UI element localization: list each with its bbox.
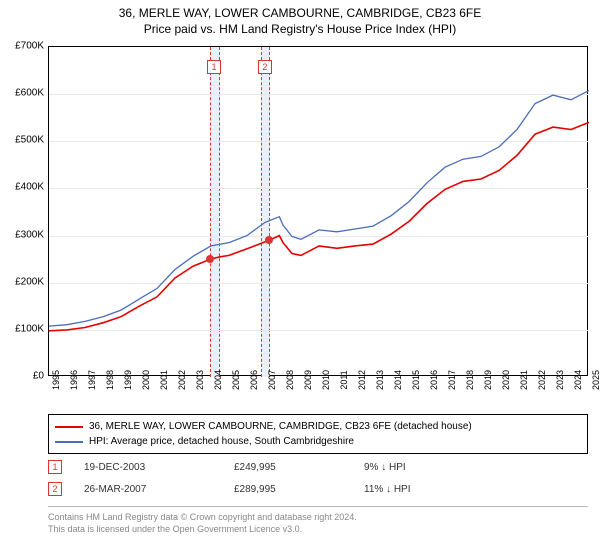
x-tick-label: 2020 — [501, 370, 511, 390]
legend-item-hpi: HPI: Average price, detached house, Sout… — [55, 434, 581, 449]
x-tick-label: 2019 — [483, 370, 493, 390]
x-tick-label: 1997 — [87, 370, 97, 390]
legend-label: HPI: Average price, detached house, Sout… — [89, 434, 354, 449]
transaction-marker-icon: 1 — [48, 460, 62, 474]
legend-swatch — [55, 441, 83, 443]
x-tick-label: 2000 — [141, 370, 151, 390]
legend-swatch — [55, 426, 83, 428]
y-tick-label: £600K — [15, 88, 44, 99]
x-tick-label: 2015 — [411, 370, 421, 390]
legend-item-price-paid: 36, MERLE WAY, LOWER CAMBOURNE, CAMBRIDG… — [55, 419, 581, 434]
transaction-price: £289,995 — [234, 484, 364, 495]
x-tick-label: 2014 — [393, 370, 403, 390]
x-tick-label: 2008 — [285, 370, 295, 390]
x-tick-label: 2006 — [249, 370, 259, 390]
x-tick-label: 2022 — [537, 370, 547, 390]
x-tick-label: 2013 — [375, 370, 385, 390]
footnote: Contains HM Land Registry data © Crown c… — [48, 506, 588, 535]
y-tick-label: £300K — [15, 229, 44, 240]
transaction-date: 26-MAR-2007 — [84, 484, 234, 495]
sale-marker-label: 2 — [258, 60, 272, 74]
x-tick-label: 2018 — [465, 370, 475, 390]
x-tick-label: 2021 — [519, 370, 529, 390]
footnote-line: Contains HM Land Registry data © Crown c… — [48, 511, 588, 523]
x-tick-label: 2024 — [573, 370, 583, 390]
footnote-line: This data is licensed under the Open Gov… — [48, 523, 588, 535]
x-tick-label: 1999 — [123, 370, 133, 390]
x-tick-label: 2017 — [447, 370, 457, 390]
x-tick-label: 2002 — [177, 370, 187, 390]
x-tick-label: 2007 — [267, 370, 277, 390]
x-tick-label: 2005 — [231, 370, 241, 390]
y-tick-label: £100K — [15, 323, 44, 334]
y-tick-label: £200K — [15, 276, 44, 287]
chart-container: 36, MERLE WAY, LOWER CAMBOURNE, CAMBRIDG… — [0, 0, 600, 560]
transactions-table: 1 19-DEC-2003 £249,995 9% ↓ HPI 2 26-MAR… — [48, 456, 588, 500]
chart-area: 12 £0£100K£200K£300K£400K£500K£600K£700K… — [48, 46, 588, 376]
x-tick-label: 2012 — [357, 370, 367, 390]
y-tick-label: £400K — [15, 182, 44, 193]
chart-title: 36, MERLE WAY, LOWER CAMBOURNE, CAMBRIDG… — [0, 6, 600, 22]
transaction-row: 1 19-DEC-2003 £249,995 9% ↓ HPI — [48, 456, 588, 478]
series-price_paid — [49, 122, 589, 330]
x-tick-label: 2004 — [213, 370, 223, 390]
x-tick-label: 2010 — [321, 370, 331, 390]
transaction-diff: 11% ↓ HPI — [364, 484, 484, 495]
legend: 36, MERLE WAY, LOWER CAMBOURNE, CAMBRIDG… — [48, 414, 588, 454]
sale-marker-dot — [206, 255, 214, 263]
transaction-price: £249,995 — [234, 462, 364, 473]
x-tick-label: 1995 — [51, 370, 61, 390]
x-tick-label: 2009 — [303, 370, 313, 390]
x-tick-label: 2025 — [591, 370, 600, 390]
y-tick-label: £700K — [15, 41, 44, 52]
legend-label: 36, MERLE WAY, LOWER CAMBOURNE, CAMBRIDG… — [89, 419, 472, 434]
y-tick-label: £0 — [33, 371, 44, 382]
plot-box — [48, 46, 588, 376]
x-tick-label: 2011 — [339, 370, 349, 389]
title-block: 36, MERLE WAY, LOWER CAMBOURNE, CAMBRIDG… — [0, 0, 600, 37]
chart-subtitle: Price paid vs. HM Land Registry's House … — [0, 22, 600, 38]
x-tick-label: 2016 — [429, 370, 439, 390]
transaction-marker-icon: 2 — [48, 482, 62, 496]
x-tick-label: 2003 — [195, 370, 205, 390]
transaction-row: 2 26-MAR-2007 £289,995 11% ↓ HPI — [48, 478, 588, 500]
transaction-diff: 9% ↓ HPI — [364, 462, 484, 473]
series-lines — [49, 47, 589, 377]
y-tick-label: £500K — [15, 135, 44, 146]
sale-marker-label: 1 — [207, 60, 221, 74]
x-tick-label: 2001 — [159, 370, 169, 390]
transaction-date: 19-DEC-2003 — [84, 462, 234, 473]
series-hpi — [49, 90, 589, 326]
x-tick-label: 1998 — [105, 370, 115, 390]
x-tick-label: 1996 — [69, 370, 79, 390]
x-tick-label: 2023 — [555, 370, 565, 390]
sale-marker-dot — [265, 236, 273, 244]
